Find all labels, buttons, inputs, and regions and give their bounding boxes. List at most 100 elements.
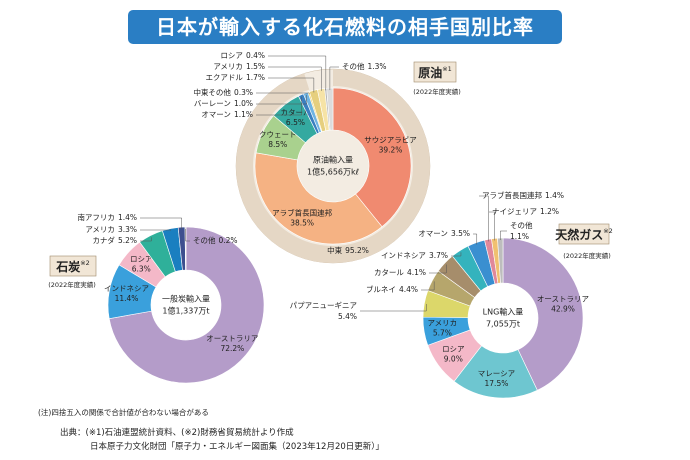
leader-line: [256, 94, 307, 105]
leader-line: [185, 229, 190, 242]
slice-value: 6.5%: [286, 118, 305, 127]
leader-line: [473, 233, 478, 245]
leader-line: [140, 217, 182, 230]
slice-label: アメリカ 3.3%: [85, 225, 137, 234]
slice-value: 4.4%: [399, 285, 418, 294]
slice-value: 11.4%: [115, 294, 139, 303]
slice-value: 4.1%: [407, 268, 426, 277]
slice-name: オーストラリア: [206, 334, 258, 343]
slice-value: 0.4%: [246, 51, 265, 60]
slice-label: オマーン 1.1%: [201, 110, 253, 119]
ring-label: 中東 95.2%: [327, 245, 369, 255]
chart-title-note: ※2: [603, 227, 613, 235]
slice-value: 1.0%: [234, 99, 253, 108]
leader-line: [421, 281, 435, 291]
slice-label: カナダ 5.2%: [92, 235, 137, 245]
chart-title-box: [558, 223, 610, 245]
slice-label: その他 1.3%: [342, 61, 387, 71]
source: 日本原子力文化財団「原子力・エネルギー図面集（2023年12月20日更新）」: [90, 442, 385, 452]
slice-name: その他: [342, 61, 365, 71]
ring-name: 中東: [327, 245, 342, 255]
chart-subtitle: (2022年度実績): [563, 251, 611, 260]
slice-value: 5.7%: [433, 328, 452, 337]
slice-value: 1.4%: [118, 213, 137, 222]
slice-value: 9.0%: [444, 354, 463, 363]
pie-slice: [497, 237, 504, 284]
slice-label: バーレーン 1.0%: [194, 99, 253, 108]
slice-value: 1.7%: [246, 73, 265, 82]
slice-name: カタール: [374, 268, 404, 277]
leader-line: [268, 55, 327, 91]
slice-name: アメリカ: [213, 62, 243, 71]
chart-subtitle: (2022年度実績): [413, 87, 461, 96]
ring-value: 95.2%: [345, 246, 369, 255]
slice-name: パプアニューギニア: [290, 301, 357, 310]
slice-name: エクアドル: [205, 73, 243, 82]
slice-label: その他 0.2%: [193, 235, 238, 245]
slice-name: ロシア: [220, 51, 243, 60]
slice-value: 5.2%: [118, 236, 137, 245]
slice-name: マレーシア: [478, 369, 515, 378]
slice-label: ロシア 0.4%: [220, 51, 265, 60]
leader-line: [256, 96, 302, 116]
center-label: 原油輸入量: [313, 155, 353, 165]
slice-name: アラブ首長国連邦: [482, 190, 542, 200]
center-label: 1億1,337万t: [162, 306, 209, 316]
chart-title-label: 天然ガス※2: [555, 227, 613, 242]
slice-label: ナイジェリア 1.2%: [492, 207, 559, 216]
slice-name: ロシア: [442, 344, 465, 353]
leader-line: [140, 237, 152, 242]
slice-name: オマーン: [418, 229, 448, 238]
center-label: 1億5,656万kℓ: [307, 167, 359, 177]
chart-title-box: [49, 255, 97, 277]
slice-label: アメリカ 1.5%: [213, 62, 265, 71]
leader-line: [329, 66, 339, 91]
slice-name: インドネシア: [381, 251, 426, 260]
note: (注)四捨五入の関係で合計値が合わない場合がある: [38, 408, 209, 417]
chart-title: 石炭: [55, 259, 80, 274]
slice-name: 中東その他: [193, 87, 231, 97]
source: 出典：(※1)石油連盟統計資料、(※2)財務省貿易統計より作成: [60, 428, 294, 438]
leader-line: [489, 211, 495, 241]
slice-label: カタール 4.1%: [374, 268, 426, 277]
page-title: 日本が輸入する化石燃料の相手国別比率: [128, 10, 562, 44]
slice-value: 3.3%: [118, 225, 137, 234]
slice-value: 0.3%: [234, 88, 253, 97]
slice-label: 中東その他 0.3%: [193, 87, 253, 97]
slice-name: アメリカ: [85, 225, 115, 234]
chart-title: 原油: [418, 65, 442, 80]
slice-value: 3.7%: [429, 251, 448, 260]
pie-slice: [326, 87, 334, 131]
slice-value: 1.1%: [510, 232, 529, 241]
slice-value: 6.3%: [132, 264, 151, 273]
slice-name: アメリカ: [428, 318, 458, 327]
slice-name: オマーン: [201, 110, 231, 119]
chart-title-note: ※1: [442, 65, 452, 73]
slice-value: 42.9%: [551, 304, 575, 313]
slice-value: 1.3%: [368, 62, 387, 71]
slice-value: 39.2%: [379, 146, 403, 155]
slice-value: 0.2%: [219, 236, 238, 245]
slice-label: インドネシア 3.7%: [381, 251, 448, 260]
slice-value: 1.4%: [545, 191, 564, 200]
leader-line: [360, 303, 427, 312]
slice-value: 5.4%: [338, 312, 357, 321]
slice-name: ブルネイ: [366, 284, 396, 294]
center-label: LNG輸入量: [483, 307, 524, 317]
slice-value: 1.2%: [540, 207, 559, 216]
chart-title-box: [413, 61, 457, 83]
slice-value: 8.5%: [268, 140, 287, 149]
chart-title-label: 石炭※2: [55, 259, 90, 274]
slice-label: エクアドル 1.7%: [205, 73, 265, 82]
slice-value: 3.5%: [451, 229, 470, 238]
leader-line: [451, 252, 462, 257]
slice-name: その他: [510, 220, 533, 230]
pie-slice: [502, 237, 584, 391]
leader-line: [500, 230, 507, 241]
slice-name: アラブ首長国連邦: [272, 208, 332, 218]
slice-value: 72.2%: [220, 344, 244, 353]
leader-line: [429, 264, 447, 274]
slice-label: ブルネイ 4.4%: [366, 284, 418, 294]
slice-name: その他: [193, 235, 216, 245]
